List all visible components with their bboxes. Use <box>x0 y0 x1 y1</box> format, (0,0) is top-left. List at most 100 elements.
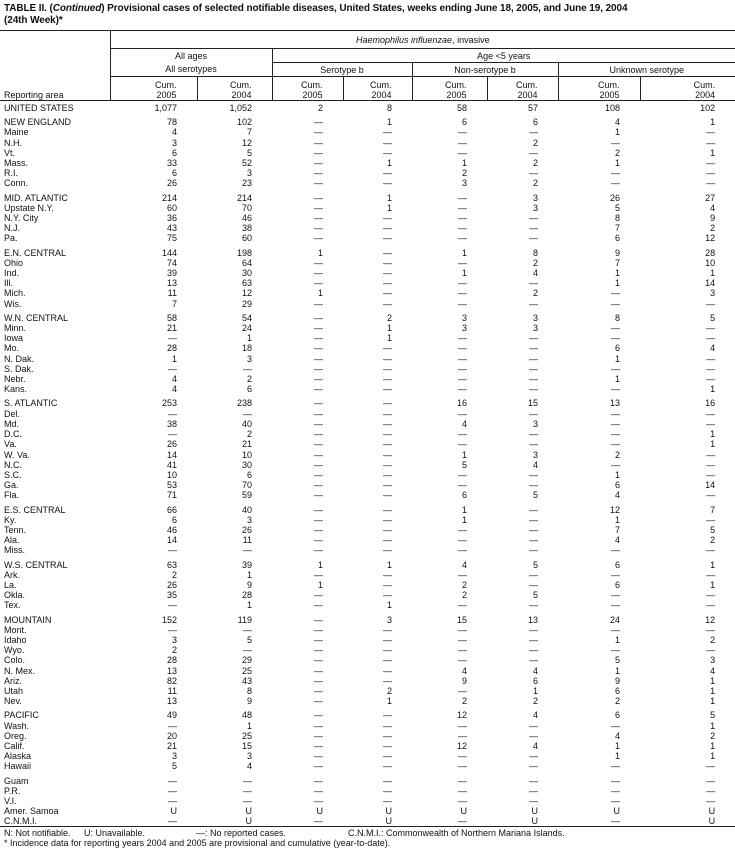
value-cell: — <box>529 127 538 138</box>
table-row: Iowa — 1 — 1 — — — — <box>0 333 735 343</box>
table-row: Alaska 3 3 — — — — 1 1 <box>0 751 735 761</box>
value-cell: 2 <box>386 685 392 696</box>
value-cell: — <box>314 469 323 480</box>
value-cell: — <box>383 480 392 491</box>
reporting-area-cell: Mont. <box>4 624 27 635</box>
value-cell: — <box>314 490 323 501</box>
year-label: 2004 <box>371 90 392 100</box>
reporting-area-cell: Utah <box>4 685 24 696</box>
value-cell: — <box>314 168 323 179</box>
value-cell: — <box>611 418 620 429</box>
value-cell: — <box>529 775 538 786</box>
value-cell: 2 <box>710 730 716 741</box>
value-cell: 1 <box>171 353 177 364</box>
reporting-area-cell: Vt. <box>4 147 16 158</box>
value-cell: 9 <box>246 579 252 590</box>
value-cell: — <box>314 408 323 419</box>
reporting-area-cell: C.N.M.I. <box>4 816 37 827</box>
value-cell: 74 <box>166 257 177 268</box>
table-row: Minn. 21 24 — 1 3 3 — — <box>0 323 735 333</box>
value-cell: 7 <box>710 504 716 515</box>
value-cell: 3 <box>461 312 467 323</box>
value-cell: 25 <box>241 730 252 741</box>
value-cell: 7 <box>246 127 252 138</box>
value-cell: — <box>383 147 392 158</box>
value-cell: — <box>458 645 467 656</box>
cum-header-2004: Cum. 2004 <box>196 76 272 101</box>
reporting-area-cell: Miss. <box>4 545 25 556</box>
value-cell: — <box>383 384 392 395</box>
value-cell: 6 <box>614 233 620 244</box>
table-row: Tenn. 46 26 — — — — 7 5 <box>0 525 735 535</box>
value-cell: — <box>706 137 716 148</box>
reporting-area-cell: Va. <box>4 439 17 450</box>
value-cell: 5 <box>532 590 538 601</box>
value-cell: 12 <box>456 740 467 751</box>
value-cell: 4 <box>461 559 467 570</box>
value-cell: — <box>314 775 323 786</box>
value-cell: — <box>458 147 467 158</box>
value-cell: — <box>314 504 323 515</box>
value-cell: — <box>458 278 467 289</box>
value-cell: — <box>383 168 392 179</box>
value-cell: 28 <box>166 343 177 354</box>
reporting-area-cell: N.J. <box>4 223 21 234</box>
value-cell: — <box>383 751 392 762</box>
value-cell: 4 <box>532 665 538 676</box>
value-cell: — <box>529 634 538 645</box>
value-cell: 6 <box>171 514 177 525</box>
value-cell: — <box>383 535 392 546</box>
value-cell: — <box>706 298 716 309</box>
table-row: Mich. 11 12 1 — — 2 — 3 <box>0 288 735 298</box>
value-cell: — <box>611 298 620 309</box>
reporting-area-cell: Guam <box>4 775 29 786</box>
year-label: 2005 <box>302 90 323 100</box>
table-row: La. 26 9 1 — 2 — 6 1 <box>0 580 735 590</box>
value-cell: 46 <box>241 213 252 224</box>
value-cell: — <box>314 374 323 385</box>
table-row: MOUNTAIN 152 119 — 3 15 13 24 12 <box>0 615 735 625</box>
value-cell: 54 <box>241 312 252 323</box>
value-cell: 1 <box>386 202 392 213</box>
value-cell: — <box>529 545 538 556</box>
value-cell: 6 <box>614 685 620 696</box>
cum-header-2005: Cum. 2005 <box>557 76 640 101</box>
value-cell: — <box>458 429 467 440</box>
value-cell: 82 <box>166 675 177 686</box>
table-row: V.I. — — — — — — — — <box>0 796 735 806</box>
value-cell: 59 <box>241 490 252 501</box>
value-cell: — <box>314 675 323 686</box>
value-cell: 1 <box>710 675 716 686</box>
value-cell: — <box>314 233 323 244</box>
table-row: MID. ATLANTIC 214 214 — 1 — 3 26 27 <box>0 193 735 203</box>
value-cell: 9 <box>710 213 716 224</box>
value-cell: 3 <box>171 751 177 762</box>
value-cell: — <box>706 590 716 601</box>
value-cell: — <box>383 469 392 480</box>
value-cell: 58 <box>166 312 177 323</box>
value-cell: 26 <box>166 579 177 590</box>
value-cell: — <box>458 524 467 535</box>
value-cell: — <box>611 384 620 395</box>
value-cell: — <box>383 268 392 279</box>
value-cell: — <box>314 524 323 535</box>
reporting-area-cell: Conn. <box>4 178 29 189</box>
value-cell: — <box>529 720 538 731</box>
value-cell: 27 <box>705 192 716 203</box>
reporting-area-cell: Alaska <box>4 751 32 762</box>
value-cell: 7 <box>614 223 620 234</box>
reporting-area-cell: S.C. <box>4 469 22 480</box>
value-cell: U <box>385 806 393 817</box>
value-cell: — <box>314 655 323 666</box>
reporting-area-cell: Tex. <box>4 600 21 611</box>
value-cell: — <box>529 363 538 374</box>
value-cell: 152 <box>161 614 177 625</box>
value-cell: — <box>458 223 467 234</box>
value-cell: — <box>529 469 538 480</box>
value-cell: — <box>458 685 467 696</box>
value-cell: 253 <box>161 398 177 409</box>
reporting-area-cell: W.N. CENTRAL <box>4 312 69 323</box>
value-cell: 3 <box>532 202 538 213</box>
table-row: Ill. 13 63 — — — — 1 14 <box>0 278 735 288</box>
value-cell: 5 <box>246 634 252 645</box>
